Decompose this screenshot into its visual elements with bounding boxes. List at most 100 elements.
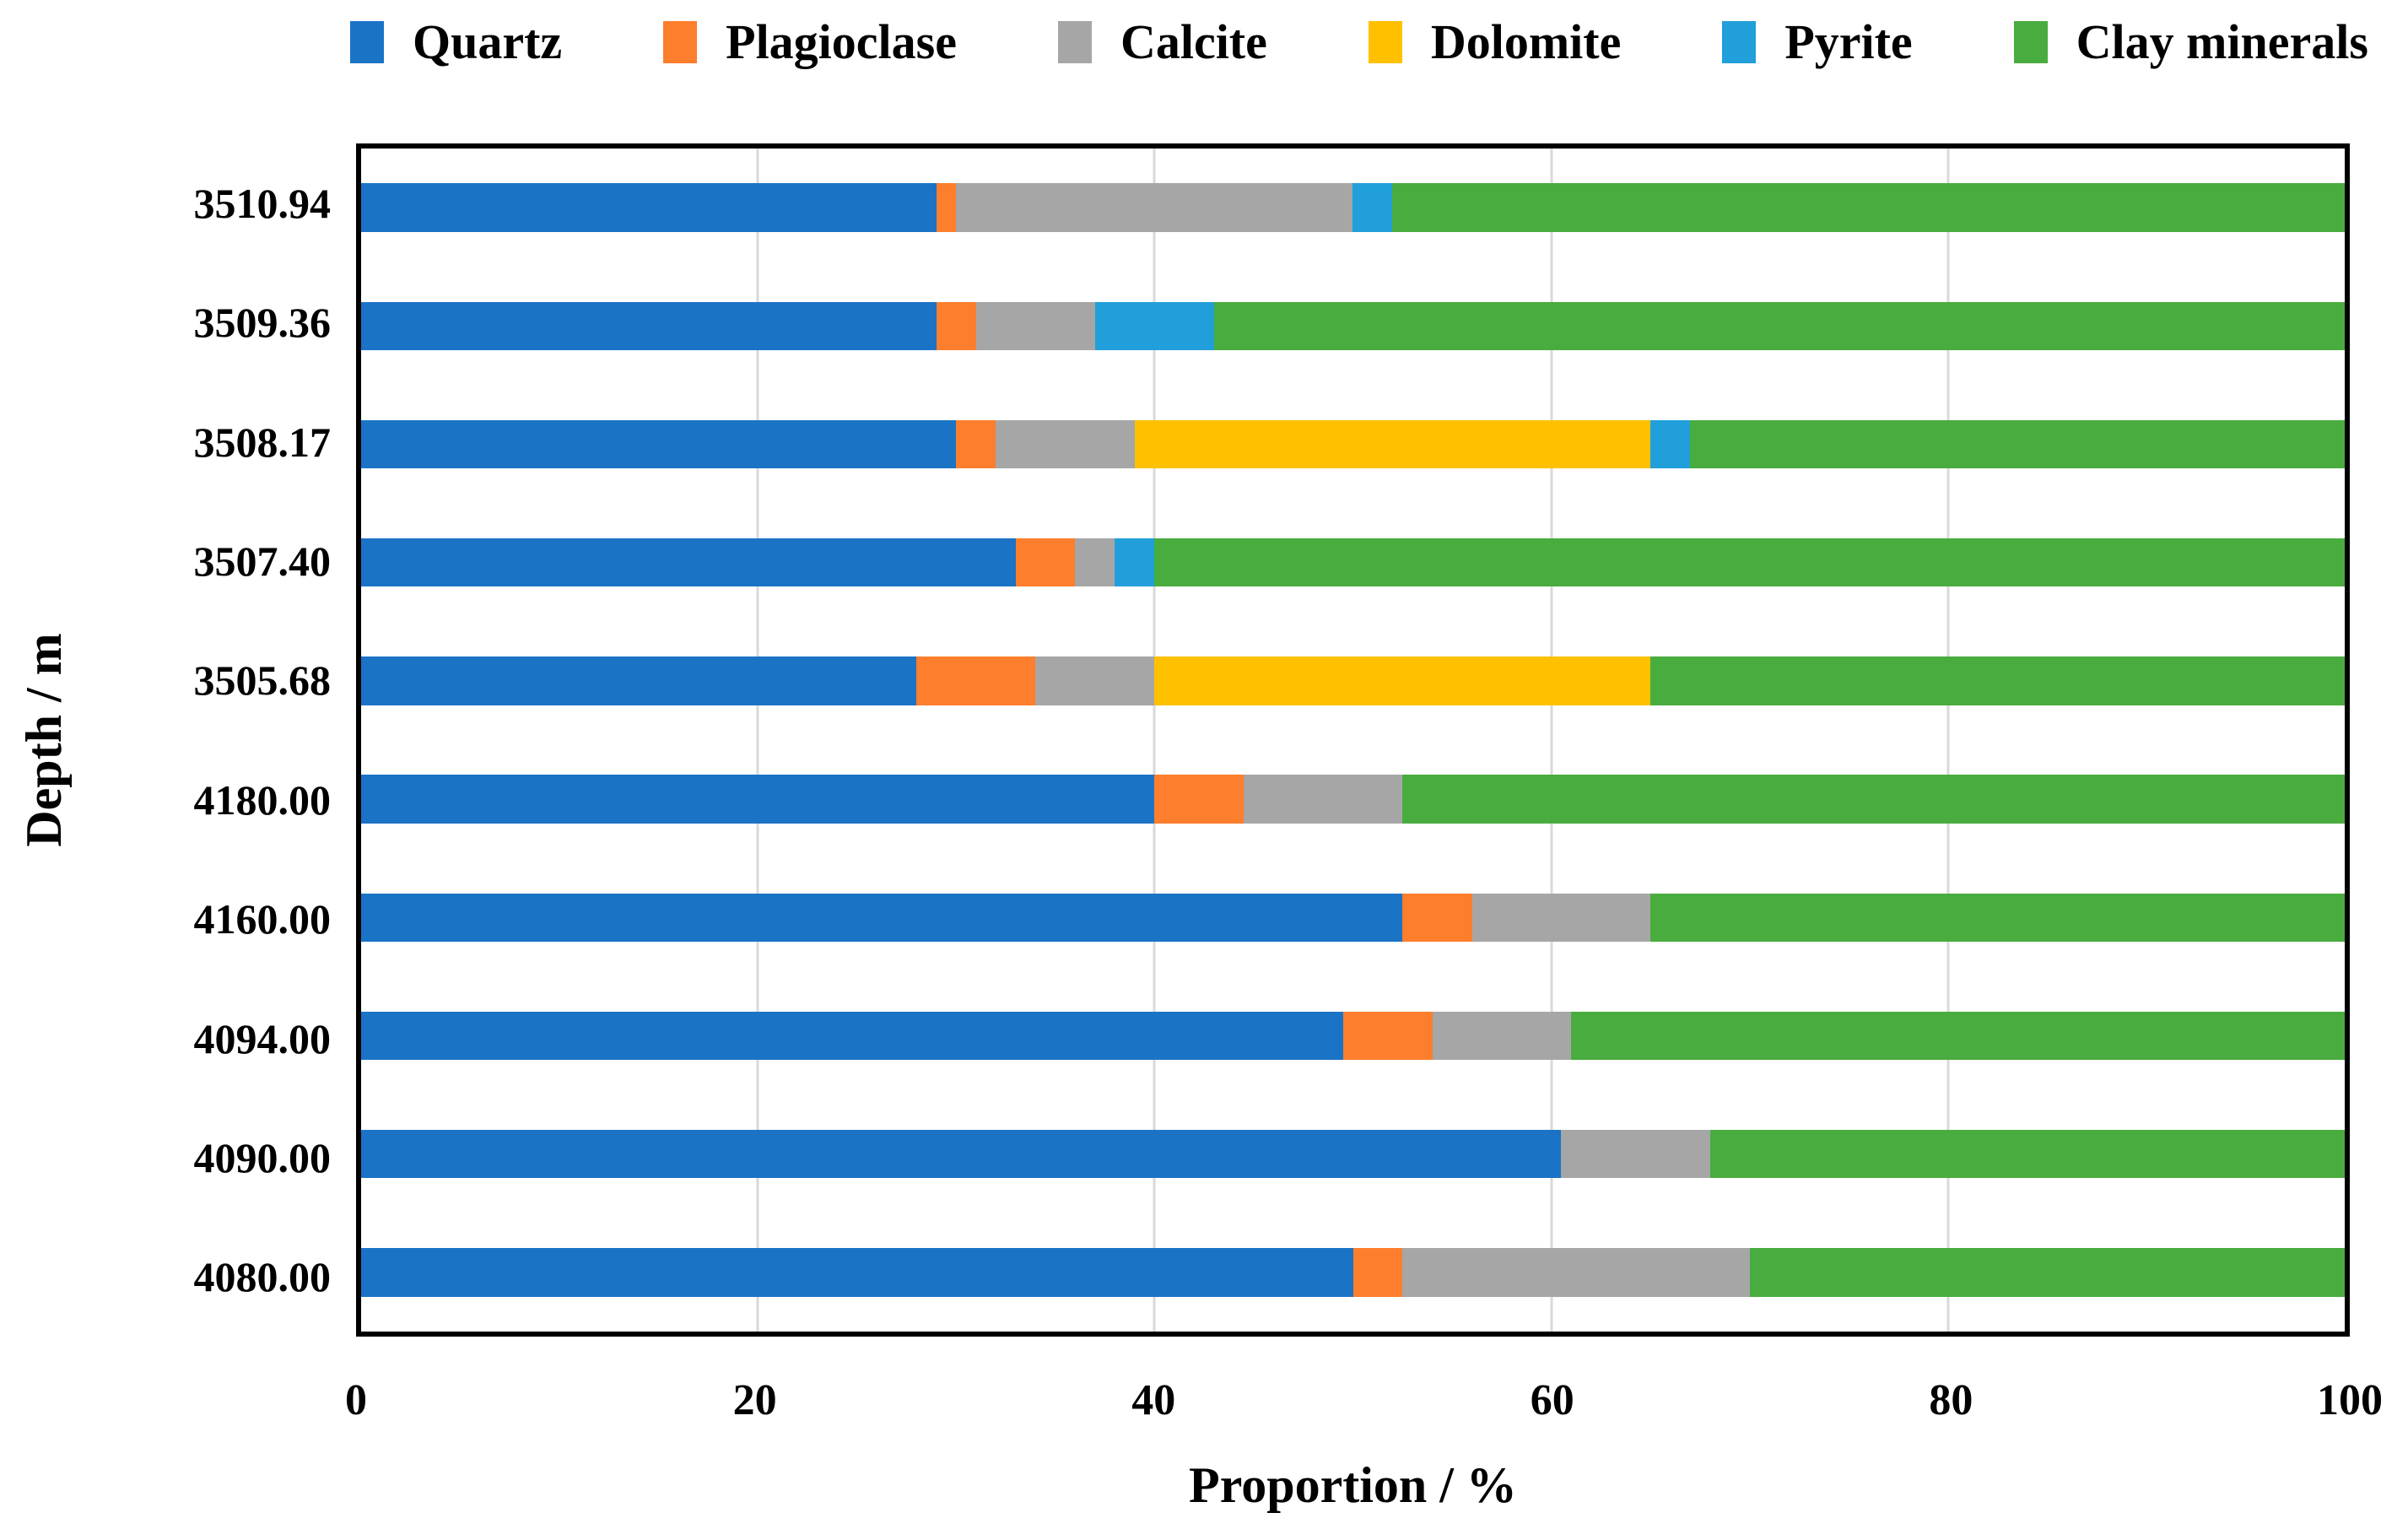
x-axis: 0 20 40 60 80 100 bbox=[345, 1337, 2383, 1438]
x-tick-label-80: 80 bbox=[1929, 1376, 1973, 1424]
bar-segment-clay-minerals bbox=[1392, 183, 2345, 232]
legend-swatch-calcite bbox=[1057, 21, 1092, 63]
bar-segment-plagioclase bbox=[1352, 1248, 1403, 1297]
legend-item-pyrite: Pyrite bbox=[1722, 14, 1913, 69]
x-tick-label-60: 60 bbox=[1530, 1376, 1574, 1424]
bar-segment-clay-minerals bbox=[1571, 1011, 2345, 1061]
bar-segment-calcite bbox=[1035, 656, 1155, 705]
legend-label-quartz: Quartz bbox=[413, 14, 563, 69]
bar-segment-calcite bbox=[1471, 893, 1651, 943]
legend-item-plagioclase: Plagioclase bbox=[663, 18, 957, 67]
bar-segment-dolomite bbox=[1134, 419, 1651, 469]
bar-segment-calcite bbox=[1244, 775, 1403, 824]
legend-label-plagioclase: Plagioclase bbox=[726, 14, 957, 69]
legend-swatch-quartz bbox=[350, 21, 384, 63]
bar-row-3508.17 bbox=[361, 385, 2345, 503]
stacked-bar-3509.36 bbox=[361, 301, 2345, 351]
bar-segment-calcite bbox=[1402, 1248, 1750, 1297]
y-tick-label-3507.40: 3507.40 bbox=[193, 537, 332, 585]
bar-segment-plagioclase bbox=[1402, 893, 1472, 943]
legend-label-clay-minerals: Clay minerals bbox=[2076, 14, 2368, 69]
plot-area bbox=[356, 143, 2350, 1337]
y-tick-label-4180.00: 4180.00 bbox=[193, 775, 332, 824]
bar-segment-plagioclase bbox=[916, 656, 1036, 705]
bar-row-3507.40 bbox=[361, 504, 2345, 622]
y-tick-label-4160.00: 4160.00 bbox=[193, 895, 332, 943]
stacked-bar-3505.68 bbox=[361, 656, 2345, 705]
bar-segment-plagioclase bbox=[1154, 775, 1244, 824]
legend-item-dolomite: Dolomite bbox=[1368, 18, 1621, 67]
bar-segment-quartz bbox=[361, 1129, 1562, 1179]
bar-segment-quartz bbox=[361, 301, 937, 351]
bar-segment-pyrite bbox=[1115, 538, 1155, 587]
stacked-bar-3510.94 bbox=[361, 183, 2345, 232]
bar-row-3509.36 bbox=[361, 267, 2345, 385]
stacked-bar-3507.40 bbox=[361, 538, 2345, 587]
legend-swatch-pyrite bbox=[1722, 21, 1757, 63]
bar-row-3505.68 bbox=[361, 622, 2345, 740]
x-tick-label-40: 40 bbox=[1131, 1376, 1176, 1424]
bar-segment-plagioclase bbox=[936, 183, 957, 232]
bar-segment-clay-minerals bbox=[1213, 301, 2345, 351]
x-tick-label-0: 0 bbox=[345, 1376, 367, 1424]
bar-row-3510.94 bbox=[361, 149, 2345, 267]
bar-segment-calcite bbox=[1432, 1011, 1572, 1061]
bar-segment-calcite bbox=[1075, 538, 1115, 587]
bar-segment-pyrite bbox=[1650, 419, 1691, 469]
y-axis-tick-labels: 3510.94 3509.36 3508.17 3507.40 3505.68 4180.… bbox=[0, 143, 332, 1337]
bar-segment-calcite bbox=[956, 183, 1353, 232]
y-tick-label-3505.68: 3505.68 bbox=[193, 656, 332, 705]
gridline-40 bbox=[1153, 149, 1156, 1332]
y-tick-label-4090.00: 4090.00 bbox=[193, 1133, 332, 1181]
bar-row-4094.00 bbox=[361, 976, 2345, 1094]
bar-segment-calcite bbox=[975, 301, 1095, 351]
legend-swatch-clay-minerals bbox=[2013, 21, 2048, 63]
bar-segment-pyrite bbox=[1094, 301, 1214, 351]
bar-segment-clay-minerals bbox=[1690, 419, 2345, 469]
bar-segment-plagioclase bbox=[956, 419, 996, 469]
bar-segment-clay-minerals bbox=[1650, 656, 2345, 705]
bar-segment-quartz bbox=[361, 538, 1016, 587]
bar-segment-quartz bbox=[361, 183, 937, 232]
gridline-20 bbox=[756, 149, 759, 1332]
bar-segment-clay-minerals bbox=[1749, 1248, 2345, 1297]
bar-segment-plagioclase bbox=[1342, 1011, 1433, 1061]
legend: Quartz Plagioclase Calcite Dolomite Pyrite Cl… bbox=[350, 5, 2368, 79]
bar-segment-clay-minerals bbox=[1402, 775, 2345, 824]
bar-segment-calcite bbox=[1561, 1129, 1710, 1179]
stacked-bar-4080.00 bbox=[361, 1248, 2345, 1297]
legend-item-quartz: Quartz bbox=[350, 18, 562, 67]
y-tick-label-4080.00: 4080.00 bbox=[193, 1253, 332, 1301]
legend-swatch-plagioclase bbox=[663, 21, 698, 63]
stacked-bar-4090.00 bbox=[361, 1129, 2345, 1179]
bar-segment-clay-minerals bbox=[1709, 1129, 2345, 1179]
bar-segment-quartz bbox=[361, 419, 957, 469]
bar-segment-dolomite bbox=[1154, 656, 1651, 705]
bar-segment-quartz bbox=[361, 1011, 1343, 1061]
stacked-bar-4094.00 bbox=[361, 1011, 2345, 1061]
bar-segment-clay-minerals bbox=[1650, 893, 2345, 943]
legend-swatch-dolomite bbox=[1368, 21, 1402, 63]
bar-row-4180.00 bbox=[361, 740, 2345, 858]
bar-segment-quartz bbox=[361, 1248, 1353, 1297]
x-axis-title: Proportion / % bbox=[1189, 1457, 1517, 1513]
x-tick-label-100: 100 bbox=[2317, 1376, 2383, 1424]
legend-item-calcite: Calcite bbox=[1057, 14, 1267, 69]
bar-segment-plagioclase bbox=[936, 301, 976, 351]
bar-segment-quartz bbox=[361, 893, 1403, 943]
legend-label-calcite: Calcite bbox=[1120, 14, 1267, 69]
bar-segment-plagioclase bbox=[1015, 538, 1076, 587]
bar-row-4090.00 bbox=[361, 1095, 2345, 1213]
bar-segment-quartz bbox=[361, 656, 917, 705]
legend-label-pyrite: Pyrite bbox=[1784, 14, 1913, 69]
gridline-80 bbox=[1946, 149, 1950, 1332]
stacked-bar-4160.00 bbox=[361, 893, 2345, 943]
y-tick-label-3509.36: 3509.36 bbox=[193, 299, 332, 347]
stacked-bar-4180.00 bbox=[361, 775, 2345, 824]
bar-row-4080.00 bbox=[361, 1213, 2345, 1332]
legend-item-clay-minerals: Clay minerals bbox=[2013, 14, 2368, 69]
x-tick-label-20: 20 bbox=[732, 1376, 777, 1424]
stacked-bar-3508.17 bbox=[361, 419, 2345, 469]
bar-segment-calcite bbox=[996, 419, 1135, 469]
